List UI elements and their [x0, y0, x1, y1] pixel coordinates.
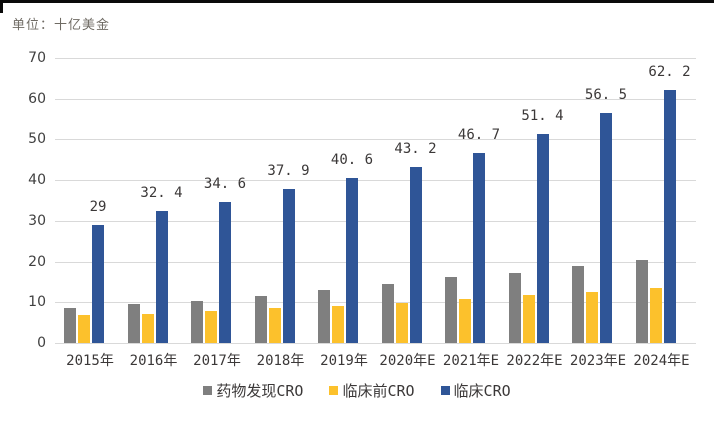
- unit-label: 单位：十亿美金: [12, 18, 111, 33]
- bar-clinical-cro: [536, 133, 549, 343]
- y-tick-label: 20: [28, 253, 46, 270]
- left-border-stub: [0, 0, 3, 13]
- x-tick-label: 2016年: [129, 353, 178, 369]
- y-tick-label: 40: [28, 172, 46, 189]
- legend-swatch-icon: [440, 386, 450, 395]
- bar-preclinical-cro: [141, 313, 154, 343]
- x-tick-label: 2015年: [66, 353, 114, 369]
- gridline: [55, 58, 696, 59]
- gridline: [55, 302, 696, 304]
- bar-clinical-cro: [155, 211, 168, 343]
- bar-preclinical-cro: [332, 305, 344, 343]
- legend-label: 药物发现CRO: [216, 382, 304, 400]
- bar-preclinical-cro: [268, 308, 281, 343]
- bar-preclinical-cro: [205, 310, 217, 343]
- bar-preclinical-cro: [78, 315, 90, 343]
- bar-drug-discovery-cro: [635, 259, 648, 343]
- data-label: 32. 4: [140, 185, 183, 202]
- data-label: 34. 6: [203, 176, 247, 193]
- bar-drug-discovery-cro: [254, 296, 267, 343]
- gridline: [55, 261, 696, 263]
- x-tick-label: 2022年E: [506, 353, 563, 369]
- data-label: 43. 2: [394, 141, 437, 158]
- legend-swatch-icon: [329, 386, 339, 395]
- bar-clinical-cro: [600, 112, 612, 343]
- bar-drug-discovery-cro: [191, 300, 203, 343]
- x-tick-label: 2024年E: [633, 353, 690, 369]
- x-tick-label: 2023年E: [569, 353, 627, 369]
- data-label: 37. 9: [267, 162, 310, 179]
- data-label: 56. 5: [584, 86, 628, 103]
- bar-clinical-cro: [282, 188, 295, 343]
- legend-item-preclinical-cro: 临床前CRO: [329, 380, 415, 401]
- data-label: 46. 7: [457, 126, 501, 143]
- gridline: [55, 180, 696, 182]
- gridline: [55, 220, 696, 222]
- bar-drug-discovery-cro: [318, 289, 330, 343]
- y-tick-label: 0: [37, 335, 46, 351]
- x-tick-label: 2021年E: [442, 353, 500, 369]
- legend: 药物发现CRO 临床前CRO 临床CRO: [0, 380, 714, 401]
- bar-drug-discovery-cro: [508, 272, 521, 343]
- bar-clinical-cro: [92, 224, 104, 343]
- gridline: [55, 343, 696, 344]
- y-tick-label: 30: [28, 212, 46, 229]
- data-label: 40. 6: [330, 151, 374, 168]
- legend-item-drug-discovery-cro: 药物发现CRO: [203, 380, 303, 401]
- bar-clinical-cro: [473, 152, 485, 343]
- gridline: [55, 139, 696, 141]
- y-tick-label: 10: [28, 294, 46, 311]
- data-label: 62. 2: [648, 63, 691, 80]
- bar-preclinical-cro: [522, 294, 535, 343]
- top-border-line: [0, 0, 714, 3]
- legend-label: 临床前CRO: [342, 382, 415, 400]
- y-tick-label: 60: [28, 90, 46, 107]
- bar-preclinical-cro: [586, 291, 598, 343]
- bar-clinical-cro: [409, 167, 422, 343]
- bar-preclinical-cro: [395, 303, 408, 343]
- legend-swatch-icon: [203, 386, 213, 395]
- x-tick-label: 2020年E: [379, 353, 436, 369]
- bar-preclinical-cro: [459, 299, 471, 343]
- y-tick-label: 50: [28, 131, 46, 148]
- data-label: 29: [89, 198, 107, 215]
- bar-clinical-cro: [219, 202, 231, 343]
- gridline: [55, 98, 696, 100]
- bar-clinical-cro: [663, 89, 676, 343]
- x-tick-label: 2019年: [320, 353, 368, 369]
- x-tick-label: 2018年: [256, 353, 305, 369]
- bar-drug-discovery-cro: [381, 284, 394, 343]
- bar-drug-discovery-cro: [64, 308, 76, 343]
- bar-preclinical-cro: [649, 287, 662, 343]
- legend-item-clinical-cro: 临床CRO: [440, 380, 511, 401]
- bar-clinical-cro: [346, 177, 358, 343]
- data-label: 51. 4: [521, 107, 564, 124]
- bar-drug-discovery-cro: [445, 277, 457, 343]
- bar-drug-discovery-cro: [127, 304, 140, 343]
- legend-label: 临床CRO: [453, 382, 511, 400]
- x-tick-label: 2017年: [193, 353, 241, 369]
- y-tick-label: 70: [28, 50, 46, 66]
- bar-drug-discovery-cro: [572, 266, 584, 343]
